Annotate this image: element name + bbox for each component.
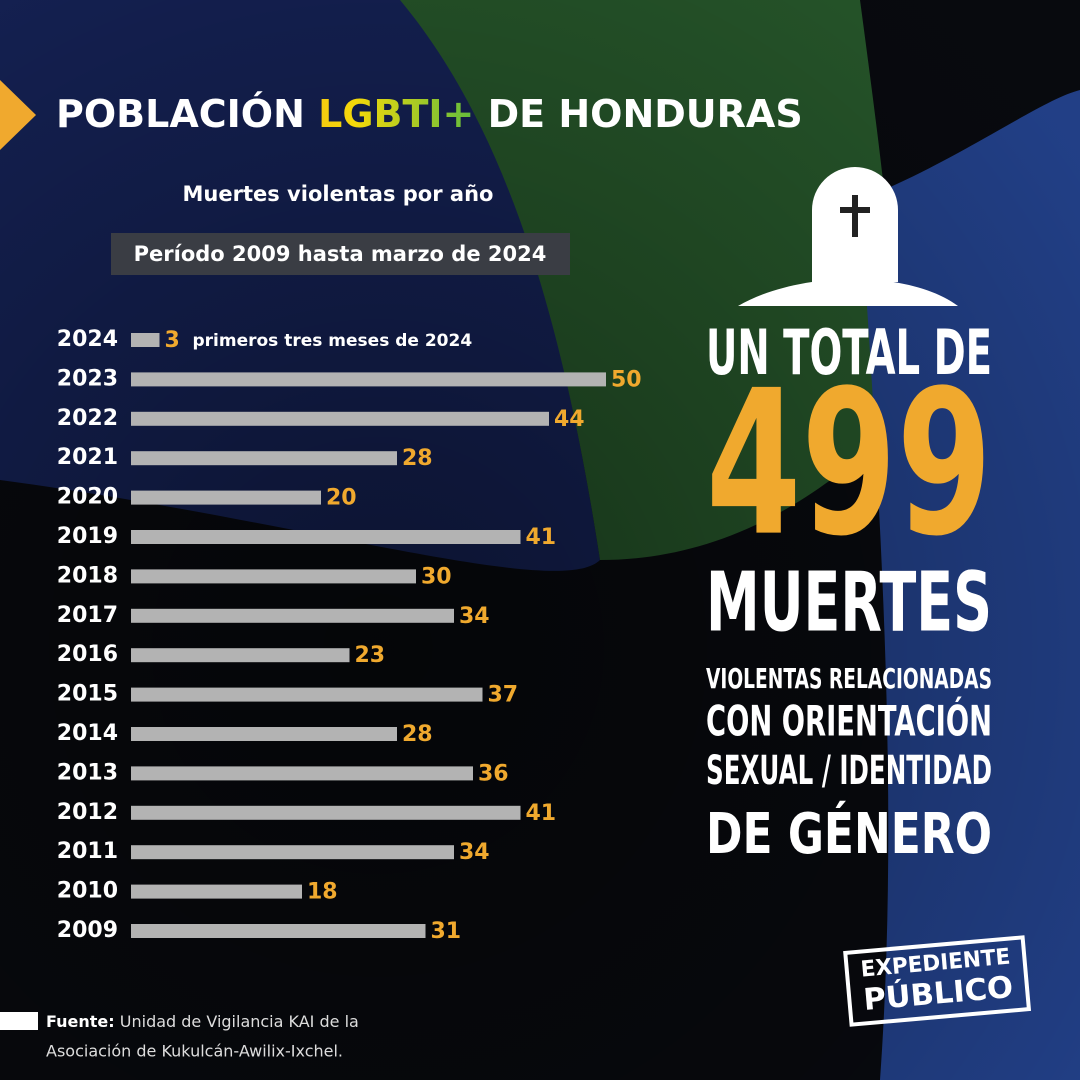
- title: POBLACIÓN LGBTI+ DE HONDURAS: [56, 92, 803, 136]
- total-text: VIOLENTAS RELACIONADAS: [706, 662, 992, 695]
- value-label: 28: [402, 446, 433, 471]
- total-text: MUERTES: [706, 555, 992, 650]
- source-label: Fuente:: [46, 1012, 115, 1031]
- bar: [131, 372, 606, 387]
- bar: [131, 333, 160, 347]
- title-part: DE HONDURAS: [488, 92, 803, 136]
- source-marker: [0, 1012, 38, 1030]
- source-line: Asociación de Kukulcán-Awilix-Ixchel.: [46, 1042, 343, 1061]
- value-label: 34: [459, 840, 490, 865]
- total-text: SEXUAL / IDENTIDAD: [706, 748, 992, 794]
- value-label: 3: [165, 328, 180, 353]
- year-label: 2017: [57, 603, 118, 628]
- value-label: 36: [478, 761, 509, 786]
- year-label: 2016: [57, 642, 118, 667]
- title-part: POBLACIÓN: [56, 92, 305, 136]
- bar: [131, 727, 397, 741]
- year-label: 2011: [57, 839, 118, 864]
- total-text: 499: [706, 348, 992, 581]
- value-label: 23: [355, 643, 386, 668]
- logo: EXPEDIENTE PÚBLICO: [843, 935, 1032, 1027]
- value-label: 31: [431, 919, 462, 944]
- period: Período 2009 hasta marzo de 2024: [134, 242, 547, 266]
- title-part: LGBTI+: [318, 92, 474, 136]
- value-label: 20: [326, 486, 357, 511]
- bar: [131, 805, 521, 820]
- year-label: 2021: [57, 445, 118, 470]
- annotation: primeros tres meses de 2024: [193, 331, 473, 351]
- source: Fuente: Unidad de Vigilancia KAI de la: [46, 1012, 359, 1031]
- year-label: 2024: [57, 327, 118, 352]
- year-label: 2013: [57, 760, 118, 785]
- value-label: 41: [526, 525, 557, 550]
- year-label: 2022: [57, 406, 118, 431]
- bar: [131, 411, 549, 426]
- bar: [131, 766, 473, 781]
- value-label: 44: [554, 407, 585, 432]
- year-label: 2009: [57, 918, 118, 943]
- bar: [131, 569, 416, 584]
- year-label: 2014: [57, 721, 118, 746]
- source-line: Unidad de Vigilancia KAI de la: [120, 1012, 359, 1031]
- bar: [131, 490, 321, 505]
- title-marker: [0, 80, 36, 150]
- value-label: 41: [526, 801, 557, 826]
- period-box: [111, 233, 570, 275]
- bar: [131, 608, 454, 623]
- value-label: 37: [488, 683, 519, 708]
- year-label: 2015: [57, 682, 118, 707]
- total-text: DE GÉNERO: [706, 801, 992, 867]
- value-label: 50: [611, 367, 642, 392]
- value-label: 18: [307, 880, 338, 905]
- bar: [131, 884, 302, 899]
- year-label: 2020: [57, 485, 118, 510]
- total-text: UN TOTAL DE: [706, 316, 992, 389]
- bar: [131, 451, 397, 466]
- total-text: CON ORIENTACIÓN: [706, 696, 992, 746]
- year-label: 2018: [57, 563, 118, 588]
- logo-frame: [843, 935, 1032, 1027]
- bar: [131, 530, 521, 544]
- value-label: 30: [421, 564, 452, 589]
- bar: [131, 648, 350, 663]
- bar: [131, 845, 454, 860]
- year-label: 2023: [57, 366, 118, 391]
- bar: [131, 924, 426, 938]
- bar: [131, 687, 483, 702]
- tombstone-icon: [738, 167, 958, 306]
- value-label: 28: [402, 722, 433, 747]
- value-label: 34: [459, 604, 490, 629]
- subtitle: Muertes violentas por año: [183, 182, 494, 206]
- year-label: 2010: [57, 879, 118, 904]
- year-label: 2019: [57, 524, 118, 549]
- year-label: 2012: [57, 800, 118, 825]
